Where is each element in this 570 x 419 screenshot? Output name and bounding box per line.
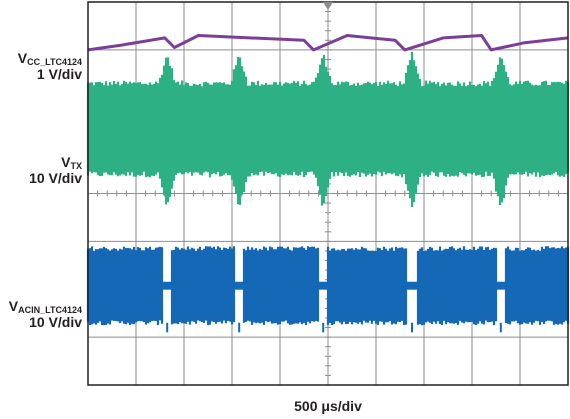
trace-vtx xyxy=(86,51,570,207)
vtx-scale: 10 V/div xyxy=(29,170,82,186)
vcc-scale: 1 V/div xyxy=(36,66,82,82)
series-label-vcc: VCC_LTC4124 1 V/div xyxy=(0,50,82,82)
vcc-name: V xyxy=(17,50,28,66)
grid xyxy=(87,1,569,386)
vacin-name: V xyxy=(8,298,19,314)
series-label-vtx: VTX 10 V/div xyxy=(0,154,82,186)
series-label-vacin: VACIN_LTC4124 10 V/div xyxy=(0,298,82,330)
trigger-marker xyxy=(323,2,333,10)
trace-vacin xyxy=(86,246,570,326)
trace-vcc xyxy=(87,34,569,52)
vacin-subscript: ACIN_LTC4124 xyxy=(18,305,82,315)
traces xyxy=(86,34,570,333)
x-axis-label: 500 μs/div xyxy=(294,398,362,414)
vtx-subscript: TX xyxy=(70,161,82,171)
vacin-scale: 10 V/div xyxy=(29,314,82,330)
frame xyxy=(87,1,569,386)
vcc-subscript: CC_LTC4124 xyxy=(27,57,82,67)
vtx-name: V xyxy=(61,154,71,170)
